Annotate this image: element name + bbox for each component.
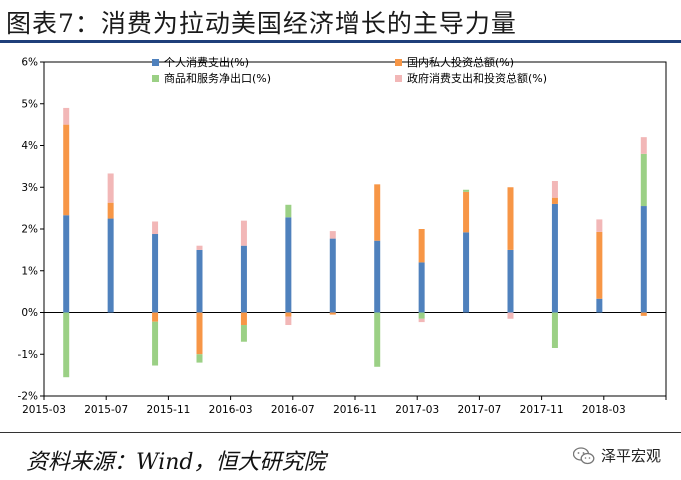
bar-government-2016-03 [240,220,247,246]
bar-investment-2016-03 [240,312,247,326]
bar-investment-2016-09 [329,312,336,315]
y-tick-label: -2% [18,391,38,403]
y-tick-label: 0% [21,307,38,319]
bar-investment-2018-03 [596,231,603,299]
bar-consumption-2016-12 [374,240,381,313]
x-tick-label: 2015-11 [146,404,190,416]
bar-government-2017-12 [551,180,558,198]
legend-swatch-investment [395,59,402,66]
bar-investment-2015-09 [152,312,159,322]
plot-border [43,61,667,397]
bar-net_exports-2015-03 [63,312,70,378]
bar-government-2017-03 [418,318,425,323]
chart-frame [43,61,667,397]
bar-investment-2015-12 [196,312,203,355]
bar-investment-2017-06 [463,191,470,233]
bar-investment-2017-12 [551,197,558,204]
bar-government-2015-03 [63,107,70,125]
legend-swatch-net_exports [152,75,159,82]
bar-net_exports-2015-09 [152,321,159,366]
bar-government-2016-09 [329,231,336,239]
bar-net_exports-2016-03 [240,325,247,342]
x-tick-label: 2016-07 [271,404,315,416]
x-tick-label: 2017-07 [457,404,501,416]
bar-investment-2016-12 [374,184,381,241]
bar-consumption-2017-12 [551,203,558,313]
bar-net_exports-2017-06 [463,189,470,192]
bar-investment-2017-09 [507,187,514,250]
y-tick-label: 5% [21,98,38,110]
bar-net_exports-2017-12 [551,312,558,348]
wechat-icon [572,446,595,464]
source-note: 资料来源：Wind，恒大研究院 [26,450,326,475]
bar-government-2015-06 [107,173,114,203]
bar-consumption-2017-09 [507,249,514,313]
bar-consumption-2015-12 [196,249,203,313]
y-tick-label: 3% [21,182,38,194]
bars-layer [63,107,647,378]
bar-consumption-2018-06 [640,206,647,313]
x-tick-label: 2015-07 [84,404,128,416]
legend-swatch-consumption [152,59,159,66]
bar-consumption-2016-06 [285,217,292,313]
x-tick-label: 2016-11 [333,404,377,416]
bar-consumption-2015-06 [107,218,114,313]
bar-investment-2018-06 [640,312,647,316]
bar-consumption-2016-09 [329,238,336,313]
legend-swatch-government [395,75,402,82]
watermark: 泽平宏观 [572,445,661,466]
bar-consumption-2015-03 [63,215,70,313]
x-tick-label: 2015-03 [22,404,66,416]
stacked-bar-chart: -2%-1%0%1%2%3%4%5%6% 2015-03 2015-07 2015-… [18,55,667,416]
bar-investment-2017-03 [418,229,425,263]
y-tick-label: 4% [21,140,38,152]
x-tick-label: 2017-03 [395,404,439,416]
watermark-text: 泽平宏观 [600,447,661,465]
bar-net_exports-2015-12 [196,354,203,363]
x-axis: 2015-03 2015-07 2015-11 2016-03 2016-07 2016-… [22,396,667,416]
legend-label-consumption: 个人消费支出(%) [164,55,249,69]
x-tick-label: 2016-03 [209,404,253,416]
y-tick-label: -1% [18,349,38,361]
title-rule [0,40,681,43]
legend-label-government: 政府消费支出和投资总额(%) [407,71,547,85]
y-axis: -2% -1% 0% 1% 2% 3% 4% 5% 6% [18,57,44,403]
bar-government-2017-09 [507,312,514,319]
source-rule [0,432,681,433]
bar-net_exports-2016-12 [374,312,381,367]
bar-net_exports-2018-06 [640,153,647,207]
page-title: 图表7：消费为拉动美国经济增长的主导力量 [6,9,517,38]
bar-government-2018-03 [596,219,603,232]
bar-government-2015-09 [152,221,159,235]
bar-government-2016-06 [285,316,292,326]
y-tick-label: 6% [21,57,38,69]
bar-consumption-2017-03 [418,262,425,313]
y-tick-label: 2% [21,224,38,236]
x-tick-label: 2018-03 [582,404,626,416]
legend-label-investment: 国内私人投资总额(%) [407,55,514,69]
x-tick-label: 2017-11 [520,404,564,416]
bar-net_exports-2016-06 [285,204,292,218]
legend-label-net_exports: 商品和服务净出口(%) [164,71,271,85]
bar-consumption-2016-03 [240,245,247,313]
bar-investment-2016-06 [285,312,292,317]
bar-investment-2015-03 [63,124,70,216]
legend: 个人消费支出(%) 国内私人投资总额(%) 商品和服务净出口(%) 政府消费支出和投资… [152,55,547,85]
bar-net_exports-2017-03 [418,312,425,319]
bar-consumption-2018-03 [596,298,603,313]
bar-consumption-2015-09 [152,234,159,313]
title-bar: 图表7：消费为拉动美国经济增长的主导力量 [0,0,681,43]
y-tick-label: 1% [21,265,38,277]
bar-government-2018-06 [640,137,647,154]
bar-investment-2015-06 [107,202,114,219]
bar-consumption-2017-06 [463,232,470,313]
bar-government-2015-12 [196,245,203,250]
